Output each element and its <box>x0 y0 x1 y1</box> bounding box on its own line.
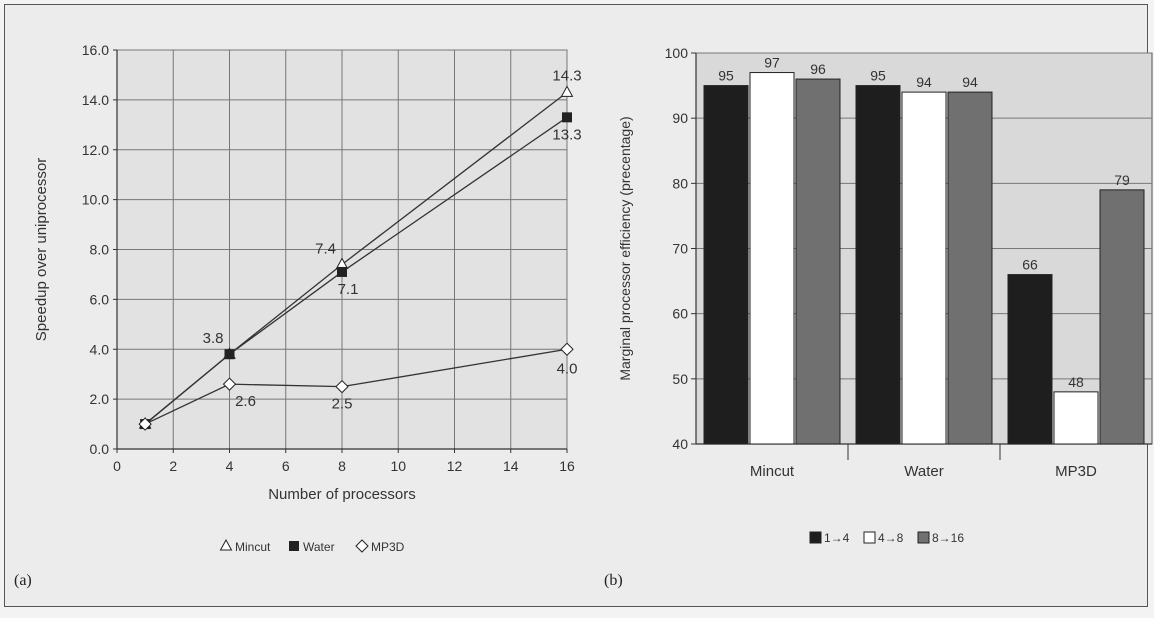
x-tick-label: 14 <box>503 458 519 474</box>
y-tick-label: 4.0 <box>90 341 110 357</box>
y-tick-label: 14.0 <box>82 92 109 108</box>
bar-value-label: 95 <box>718 68 734 84</box>
data-label: 2.5 <box>332 396 353 413</box>
bar-value-label: 97 <box>764 55 780 71</box>
y-tick-label: 60 <box>672 306 688 322</box>
mp3d-point <box>138 417 152 431</box>
bar-value-label: 94 <box>916 74 932 90</box>
legend-swatch-4-8 <box>863 531 876 544</box>
bar-mp3d-1-4 <box>1007 274 1053 445</box>
data-label: 7.1 <box>338 281 359 298</box>
x-tick-label: 4 <box>226 458 234 474</box>
y-tick-label: 12.0 <box>82 142 109 158</box>
y-tick-label: 80 <box>672 175 688 191</box>
data-label: 3.8 <box>203 330 224 347</box>
bar-value-label: 95 <box>870 68 886 84</box>
bar-water-1-4 <box>855 85 901 445</box>
y-axis-title: Speedup over uniprocessor <box>33 158 50 341</box>
bar-mincut-8-16 <box>795 78 841 445</box>
y-tick-label: 8.0 <box>90 242 110 258</box>
water-point <box>224 349 235 360</box>
series-line-mp3d <box>144 348 568 425</box>
legend-item-4-8: 4→8 <box>863 531 904 545</box>
data-label: 13.3 <box>552 126 581 143</box>
x-tick-label: 6 <box>282 458 290 474</box>
bar-mincut-1-4 <box>703 85 749 445</box>
bar-value-label: 79 <box>1114 172 1130 188</box>
category-label-water: Water <box>904 463 943 480</box>
legend-item-mincut: Mincut <box>219 538 271 554</box>
mp3d-point <box>222 377 237 391</box>
bar-value-label: 96 <box>810 61 826 77</box>
x-tick-label: 16 <box>559 458 575 474</box>
bar-water-4-8 <box>901 91 947 445</box>
x-tick-label: 8 <box>338 458 346 474</box>
legend-marker-water <box>289 541 299 551</box>
y-tick-label: 6.0 <box>90 291 110 307</box>
legend-item-8-16: 8→16 <box>917 531 964 545</box>
data-label: 14.3 <box>552 67 581 84</box>
legend-swatch-8-16 <box>917 531 930 544</box>
y-tick-label: 40 <box>672 436 688 452</box>
speedup-line-chart: 0 2 4 6 8 10 12 14 16 0.0 2.0 4.0 6.0 8.0 10.0 12.0 14.0… <box>33 42 582 554</box>
data-label: 2.6 <box>235 393 256 410</box>
panel-a: 0 2 4 6 8 10 12 14 16 0.0 2.0 4.0 6.0 8.0 10.0 12.0 14.0… <box>14 42 582 589</box>
x-tick-label: 2 <box>169 458 177 474</box>
legend: 1→4 4→8 8→16 <box>809 531 964 545</box>
bar-water-8-16 <box>947 91 993 445</box>
bar-mp3d-4-8 <box>1053 391 1099 445</box>
legend-swatch-1-4 <box>809 531 822 544</box>
legend-marker-mincut <box>219 538 233 551</box>
mincut-point <box>560 85 574 97</box>
y-tick-label: 100 <box>665 45 689 61</box>
x-tick-label: 0 <box>113 458 121 474</box>
data-label: 7.4 <box>315 240 336 257</box>
legend: Mincut Water MP3D <box>219 538 405 554</box>
y-axis-title: Marginal processor efficiency (precentag… <box>617 116 633 380</box>
water-point <box>337 266 347 277</box>
x-tick-label: 10 <box>390 458 406 474</box>
bar-value-label: 66 <box>1022 257 1038 273</box>
y-tick-label: 90 <box>672 110 688 126</box>
series-line-water <box>144 116 568 425</box>
panel-b-tag: (b) <box>604 572 623 589</box>
y-tick-label: 10.0 <box>82 192 109 208</box>
bar-mp3d-8-16 <box>1099 189 1145 445</box>
legend-item-1-4: 1→4 <box>809 531 850 545</box>
y-tick-label: 70 <box>672 241 688 257</box>
legend-label: 4→8 <box>878 531 904 545</box>
bar-value-label: 94 <box>962 74 978 90</box>
data-label: 4.0 <box>557 360 578 377</box>
bar-mincut-4-8 <box>749 72 795 445</box>
legend-label: MP3D <box>371 540 405 554</box>
water-point <box>562 112 572 123</box>
legend-label: Water <box>303 540 335 554</box>
category-label-mp3d: MP3D <box>1055 463 1097 480</box>
legend-item-water: Water <box>289 540 335 554</box>
legend-label: 1→4 <box>824 531 850 545</box>
x-tick-label: 12 <box>447 458 463 474</box>
y-tick-label: 50 <box>672 371 688 387</box>
legend-label: Mincut <box>235 540 271 554</box>
efficiency-bar-chart: 40 50 60 70 80 90 100 Marginal processor effici… <box>617 45 1153 545</box>
mp3d-point <box>560 342 574 356</box>
legend-label: 8→16 <box>932 531 964 545</box>
bar-value-label: 48 <box>1068 374 1084 390</box>
x-axis-title: Number of processors <box>268 486 416 503</box>
series-mp3d <box>138 342 574 431</box>
legend-item-mp3d: MP3D <box>355 539 405 554</box>
y-tick-label: 16.0 <box>82 42 109 58</box>
y-tick-label: 2.0 <box>90 391 110 407</box>
panel-a-tag: (a) <box>14 572 32 589</box>
mp3d-point <box>335 379 349 394</box>
legend-marker-mp3d <box>355 539 369 553</box>
panel-b: 40 50 60 70 80 90 100 Marginal processor effici… <box>590 0 1154 613</box>
category-label-mincut: Mincut <box>750 463 795 480</box>
y-tick-label: 0.0 <box>90 441 110 457</box>
